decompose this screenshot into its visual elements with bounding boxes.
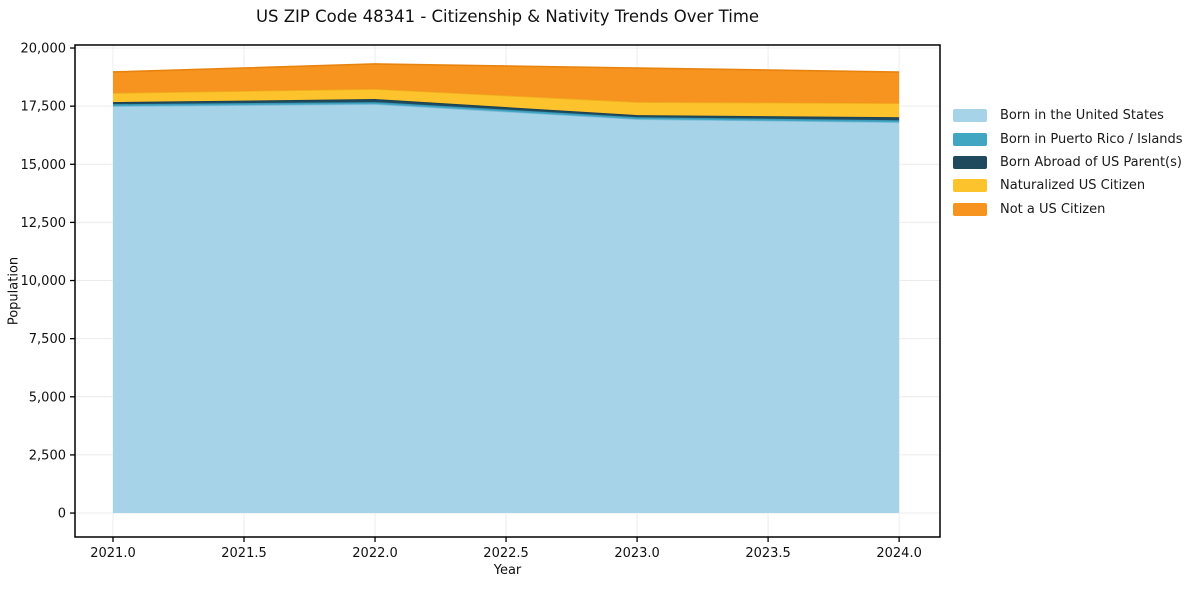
y-tick-label: 12,500 xyxy=(21,216,67,231)
area-series-0 xyxy=(112,104,900,514)
x-tick-label: 2022.0 xyxy=(352,546,398,561)
legend-item: Born in Puerto Rico / Islands xyxy=(953,127,1183,150)
x-tick-label: 2021.5 xyxy=(221,546,267,561)
area-series-4-edge xyxy=(112,63,900,73)
area-series-3 xyxy=(112,89,900,118)
x-tick-label: 2023.5 xyxy=(745,546,791,561)
legend-swatch-born-abroad xyxy=(953,155,987,169)
y-tick-label: 2,500 xyxy=(29,448,66,463)
plot-spines xyxy=(74,44,941,538)
legend-label: Not a US Citizen xyxy=(1000,201,1106,217)
y-tick-label: 17,500 xyxy=(21,100,67,115)
y-tick-label: 5,000 xyxy=(29,390,66,405)
legend-item: Naturalized US Citizen xyxy=(953,174,1183,197)
legend-label: Born in the United States xyxy=(1000,108,1164,124)
y-tick-label: 20,000 xyxy=(21,42,67,57)
x-tick-label: 2023.0 xyxy=(614,546,660,561)
x-tick-label: 2022.5 xyxy=(483,546,529,561)
legend-label: Born Abroad of US Parent(s) xyxy=(1000,154,1182,170)
legend: Born in the United States Born in Puerto… xyxy=(953,104,1183,221)
x-tick-label: 2024.0 xyxy=(876,546,922,561)
axis-ticks xyxy=(70,47,900,542)
legend-item: Born in the United States xyxy=(953,104,1183,127)
legend-swatch-naturalized xyxy=(953,179,987,193)
legend-item: Not a US Citizen xyxy=(953,198,1183,221)
legend-swatch-born-in-us xyxy=(953,109,987,123)
legend-swatch-not-citizen xyxy=(953,202,987,216)
x-axis-label: Year xyxy=(493,563,522,578)
y-tick-label: 7,500 xyxy=(29,332,66,347)
chart-title: US ZIP Code 48341 - Citizenship & Nativi… xyxy=(255,7,760,26)
y-axis-label: Population xyxy=(6,256,22,326)
legend-item: Born Abroad of US Parent(s) xyxy=(953,151,1183,174)
legend-label: Born in Puerto Rico / Islands xyxy=(1000,131,1183,147)
y-tick-label: 10,000 xyxy=(21,274,67,289)
area-series-4 xyxy=(112,63,900,104)
x-tick-label: 2021.0 xyxy=(90,546,136,561)
y-tick-label: 0 xyxy=(58,507,66,522)
stacked-areas xyxy=(112,63,900,514)
axis-tick-labels: 2021.0 2021.5 2022.0 2022.5 2023.0 2023.5 2024… xyxy=(21,42,922,561)
legend-swatch-born-in-puerto-rico xyxy=(953,132,987,146)
legend-label: Naturalized US Citizen xyxy=(1000,178,1146,194)
y-tick-label: 15,000 xyxy=(21,158,67,173)
